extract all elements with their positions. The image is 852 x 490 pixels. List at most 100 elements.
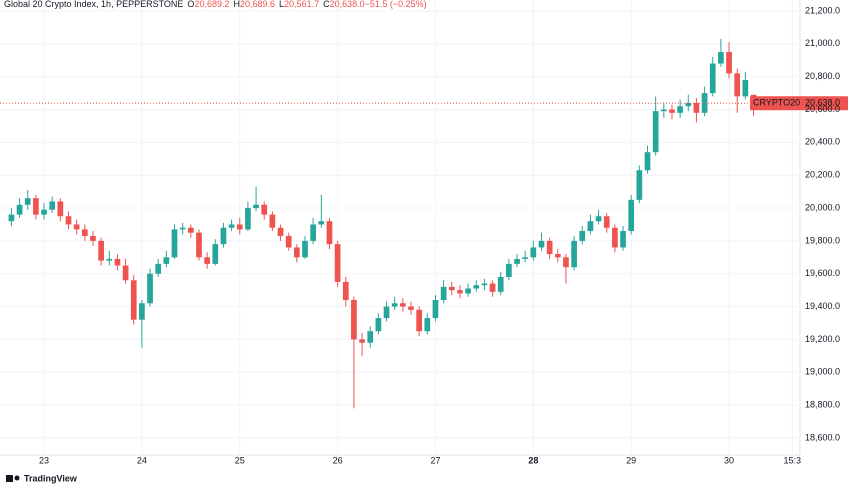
candle-body [530,247,537,258]
header-value: 20,689.6 [240,0,275,9]
y-tick-label: 19,600.0 [805,268,840,278]
candle-body [114,258,121,266]
candle-body [400,303,406,307]
logo-dot [14,475,20,481]
candle-body [497,277,504,292]
candle-body [33,198,39,215]
candle-body [440,286,447,300]
candle-body [351,299,357,340]
candle-body [457,290,463,294]
candle-body [155,263,162,274]
y-tick-label: 19,000.0 [805,367,840,377]
candle-body [563,257,569,268]
header-value: −51.5 (−0.25%) [365,0,427,9]
candle-body [318,221,325,225]
x-tick-label: 30 [724,455,734,465]
candle-body [171,229,178,258]
candle-body [179,227,186,230]
y-tick-label: 19,200.0 [805,334,840,344]
candle-body [236,224,243,230]
y-tick-label: 20,200.0 [805,170,840,180]
candle-body [253,204,259,209]
candle-body [579,231,586,241]
overlay: CRYPTO20 20,638.0 [0,96,848,111]
candle-body [81,229,88,236]
candle-body [742,79,749,97]
candle-body [293,247,300,258]
candle-body [693,102,700,113]
candle-body [106,258,113,261]
candle-body [506,263,512,278]
candle-body [554,254,561,258]
candle-body [612,227,618,248]
candle-body [163,257,170,264]
candles [8,38,757,409]
y-tick-label: 21,200.0 [805,5,840,15]
candle-body [16,204,23,215]
candle-body [277,227,284,236]
y-tick-label: 18,600.0 [805,432,840,442]
y-tick-label: 19,800.0 [805,235,840,245]
candle-body [644,152,651,171]
candle-body [147,273,153,304]
candle-body [571,240,577,268]
logo-mark [6,475,13,482]
candle-body [709,63,716,94]
candle-body [41,209,47,215]
y-tick-label: 20,000.0 [805,202,840,212]
y-tick-label: 20,800.0 [805,71,840,81]
y-tick-label: 18,800.0 [805,399,840,409]
candle-body [489,283,496,292]
candle-body [228,224,235,228]
header-key: C [323,0,330,9]
candle-body [326,221,333,245]
candle-body [677,106,683,113]
candle-body [367,331,374,343]
candle-body [8,214,15,222]
grid [0,0,800,455]
candle-body [620,231,626,248]
x-tick-label: 27 [430,455,440,465]
header-key: O [187,0,194,9]
x-tick-label: 26 [333,455,343,465]
candle-body [334,244,341,282]
candle-body [302,240,308,258]
candle-body [245,208,251,230]
candle-body [408,306,414,310]
candle-body [212,244,219,264]
candle-body [90,235,96,241]
candle-body [718,52,724,64]
y-tick-label: 20,400.0 [805,137,840,147]
y-tick-label: 19,400.0 [805,301,840,311]
candle-body [652,111,659,153]
candle-body [220,227,227,245]
x-tick-label: 23 [39,455,49,465]
candle-body [473,285,480,289]
candle-body [187,227,194,233]
candle-body [701,93,708,113]
candle-body [628,199,635,232]
candle-body [383,306,390,319]
candle-body [57,201,64,217]
x-tick-label: 25 [235,455,245,465]
candle-body [546,240,553,255]
candle-body [49,201,56,210]
candle-body [669,109,675,113]
candle-body [514,258,520,264]
y-tick-label: 20,600.0 [805,104,840,114]
candle-body [726,52,732,74]
header-value: 20,638.0 [330,0,365,9]
x-tick-label: 24 [137,455,147,465]
candle-body [65,216,72,225]
candle-body [391,303,398,307]
header-key: L [279,0,284,9]
candle-body [139,303,145,320]
brand-name: TradingView [24,473,78,483]
price-tag [750,96,848,111]
candle-body [685,102,692,107]
candle-body [424,318,431,332]
header-value: 20,689.2 [194,0,229,9]
x-tick-label: 29 [626,455,636,465]
candle-body [269,214,276,228]
